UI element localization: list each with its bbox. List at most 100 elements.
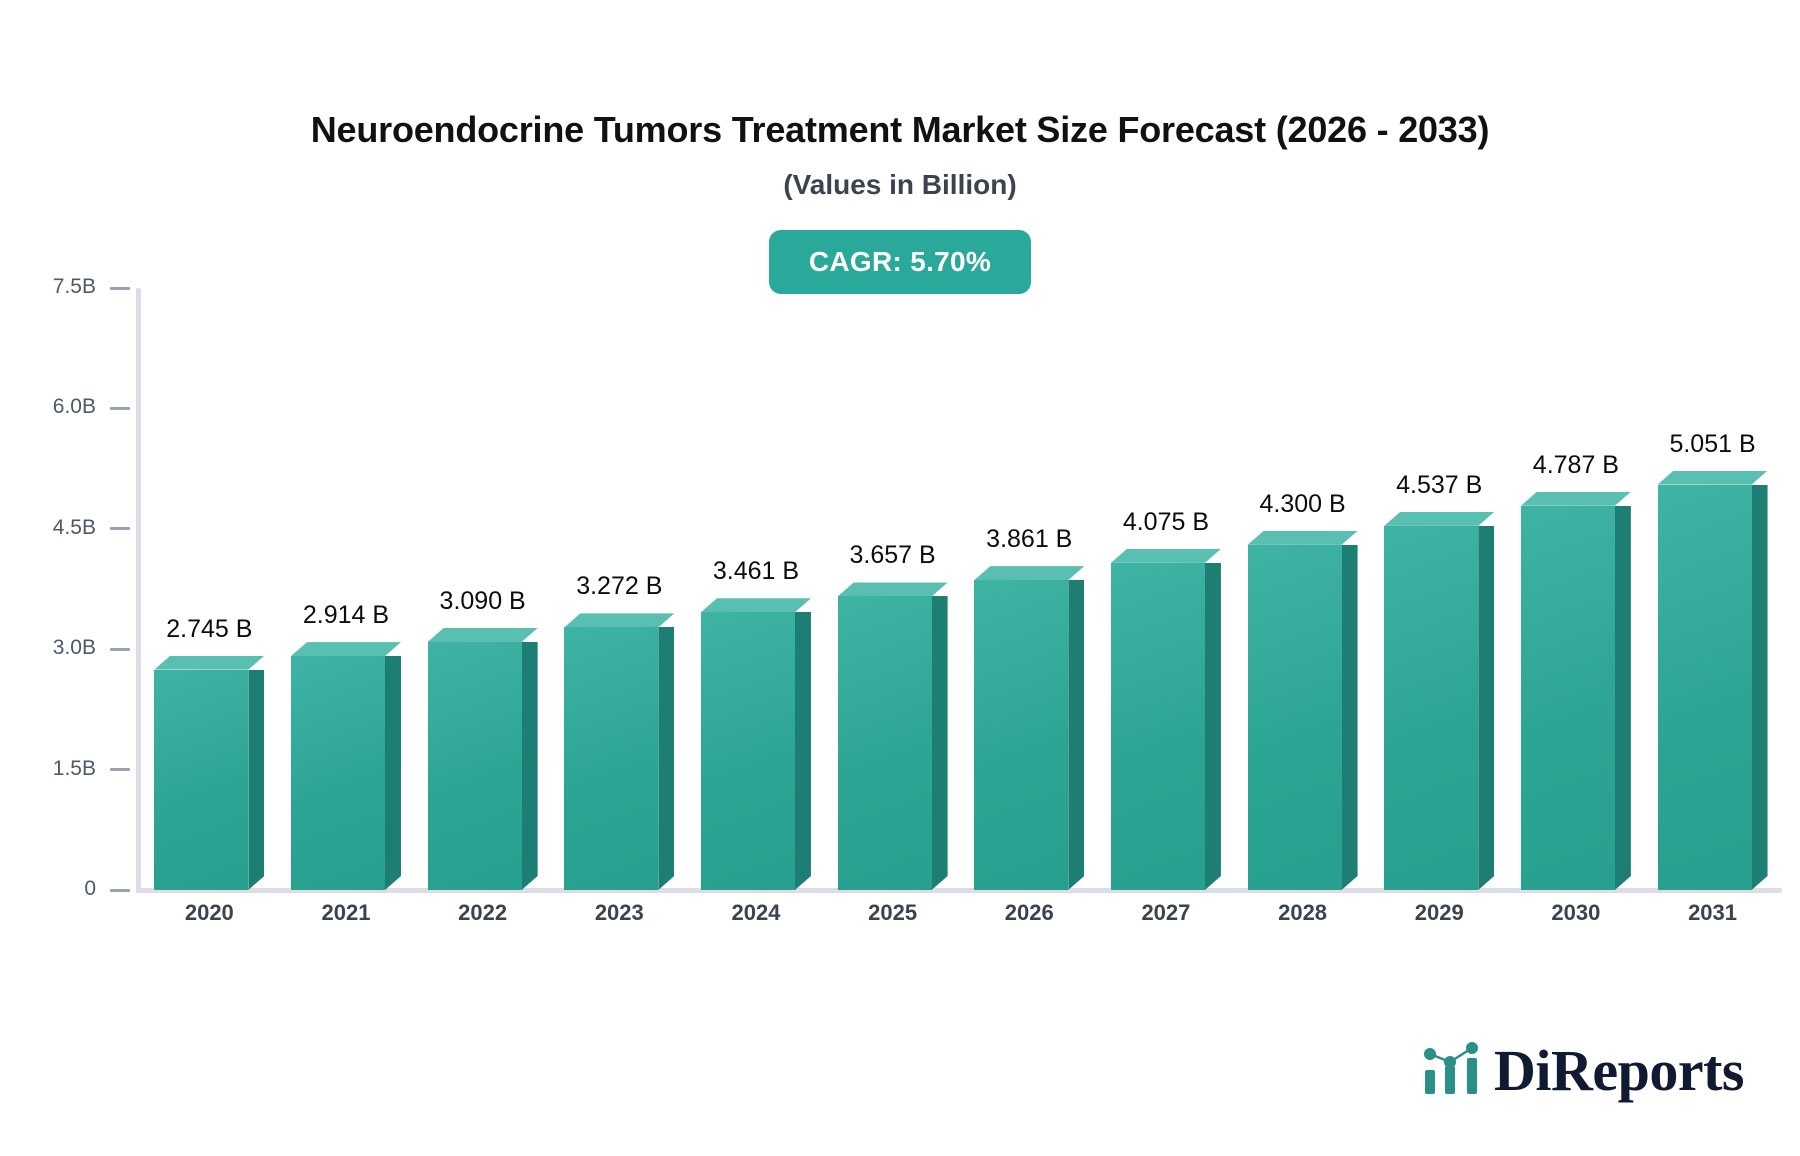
bar-front-face — [1384, 525, 1479, 890]
x-axis-label: 2026 — [1004, 900, 1054, 925]
cagr-badge-container: CAGR: 5.70% — [0, 200, 1800, 295]
bar-side-face — [932, 596, 948, 890]
bar-top-face — [1247, 530, 1358, 545]
y-axis-tick-mark — [110, 768, 130, 772]
bar[interactable] — [1247, 530, 1358, 890]
bar-column[interactable]: 3.461 B — [688, 288, 824, 890]
bar-front-face — [974, 580, 1069, 890]
bar[interactable] — [837, 582, 948, 890]
x-axis-label: 2020 — [184, 900, 234, 925]
y-axis-tick-label: 6.0B — [52, 395, 96, 419]
bar-side-face — [658, 627, 674, 890]
bar[interactable] — [1110, 548, 1221, 890]
bar-front-face — [1520, 505, 1615, 890]
bar[interactable] — [564, 613, 675, 890]
bar-side-face — [1478, 526, 1494, 890]
bar-front-face — [564, 627, 659, 890]
bar-side-face — [1068, 580, 1084, 890]
bar-column[interactable]: 4.787 B — [1508, 288, 1644, 890]
bar[interactable] — [700, 598, 811, 890]
bar-value-label: 3.090 B — [439, 586, 526, 615]
x-axis-label: 2029 — [1414, 900, 1464, 925]
x-axis-label: 2028 — [1278, 900, 1328, 925]
bar-side-face — [1342, 545, 1358, 890]
bar[interactable] — [154, 655, 265, 890]
y-axis-tick-label: 0 — [84, 877, 96, 900]
bar-top-face — [1110, 548, 1221, 563]
bar-side-face — [522, 642, 538, 890]
x-axis-label: 2027 — [1141, 900, 1191, 925]
brand-logo: DiReports — [1422, 1037, 1745, 1103]
bar-column[interactable]: 5.051 B — [1645, 288, 1781, 890]
bar-value-label: 4.300 B — [1259, 489, 1346, 518]
bar-front-face — [1247, 544, 1342, 890]
chart-header: Neuroendocrine Tumors Treatment Market S… — [0, 0, 1800, 295]
bar[interactable] — [1520, 491, 1631, 890]
y-axis-tick-mark — [110, 527, 130, 531]
bar-top-face — [1520, 491, 1631, 506]
bar-side-face — [1752, 485, 1768, 890]
cagr-badge: CAGR: 5.70% — [768, 230, 1032, 295]
bar-value-label: 2.745 B — [166, 614, 253, 643]
bar-side-face — [1615, 506, 1631, 890]
x-axis-label: 2024 — [731, 900, 781, 925]
bar-top-face — [564, 613, 675, 628]
bar-top-face — [837, 582, 948, 597]
bar-front-face — [1657, 484, 1752, 890]
bar-column[interactable]: 3.090 B — [415, 288, 551, 890]
bar-series: 2.745 B 2.914 B 3.090 B 3.272 B 3.461 B 3.657… — [141, 288, 1781, 890]
bar-front-face — [1110, 562, 1205, 890]
bar-value-label: 3.461 B — [712, 557, 800, 586]
bar-column[interactable]: 3.861 B — [961, 288, 1097, 890]
bar-side-face — [795, 612, 811, 890]
x-axis-label: 2030 — [1551, 900, 1601, 925]
chart-subtitle: (Values in Billion) — [783, 168, 1017, 200]
bar-front-face — [290, 656, 385, 890]
y-axis-tick-mark — [110, 888, 130, 892]
y-axis-tick-label: 1.5B — [52, 756, 96, 780]
bar[interactable] — [974, 566, 1085, 890]
bar-column[interactable]: 4.075 B — [1098, 288, 1234, 890]
page-title: Neuroendocrine Tumors Treatment Market S… — [310, 109, 1490, 150]
bar-chart-logo-icon — [1422, 1040, 1484, 1101]
brand-logo-text: DiReports — [1493, 1037, 1745, 1103]
bar-value-label: 5.051 B — [1669, 429, 1756, 458]
x-axis-label: 2022 — [458, 900, 508, 925]
bar-top-face — [974, 566, 1085, 581]
bar-top-face — [154, 655, 265, 670]
bar-column[interactable]: 2.745 B — [141, 288, 277, 890]
bar-top-face — [427, 627, 538, 642]
bar-front-face — [427, 641, 522, 890]
bar[interactable] — [290, 642, 401, 890]
x-axis-line — [136, 888, 1782, 893]
bar-column[interactable]: 3.272 B — [551, 288, 687, 890]
bar-top-face — [1384, 511, 1495, 526]
y-axis-line — [136, 288, 141, 892]
bar-side-face — [1205, 563, 1221, 890]
bar-column[interactable]: 3.657 B — [825, 288, 961, 890]
x-axis-labels: 2020 2021 2022 2023 2024 2025 2026 2027 2028 2029… — [141, 900, 1781, 926]
bar-column[interactable]: 4.300 B — [1235, 288, 1371, 890]
bar-top-face — [700, 598, 811, 613]
bar-column[interactable]: 4.537 B — [1371, 288, 1507, 890]
bar-top-face — [1657, 470, 1768, 485]
x-axis-label: 2025 — [868, 900, 918, 925]
bar[interactable] — [1657, 470, 1768, 890]
bar-value-label: 3.272 B — [576, 572, 663, 601]
bar[interactable] — [427, 627, 538, 890]
y-axis-tick-mark — [110, 647, 130, 651]
y-axis-tick-mark — [110, 286, 130, 290]
bar-side-face — [385, 656, 401, 890]
bar-value-label: 2.914 B — [302, 601, 390, 630]
y-axis-tick-label: 3.0B — [52, 636, 96, 660]
bar[interactable] — [1384, 511, 1495, 890]
bar-side-face — [248, 670, 264, 890]
y-axis-tick-label: 4.5B — [52, 515, 96, 539]
bar-value-label: 3.861 B — [986, 525, 1073, 554]
x-axis-label: 2023 — [594, 900, 644, 925]
bar-value-label: 4.787 B — [1532, 450, 1619, 479]
bar-front-face — [837, 596, 932, 890]
bar-value-label: 4.537 B — [1396, 470, 1483, 499]
bar-column[interactable]: 2.914 B — [278, 288, 414, 890]
